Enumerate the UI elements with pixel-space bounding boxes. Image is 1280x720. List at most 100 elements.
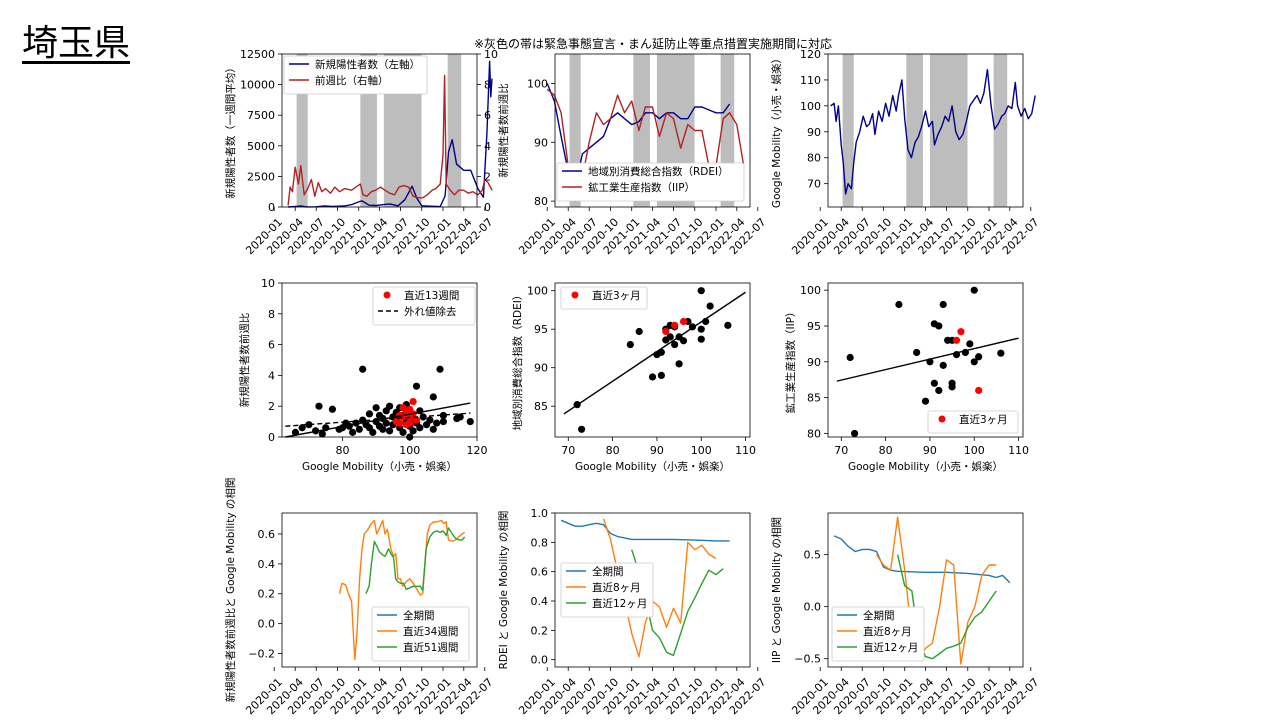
scatter-point <box>409 427 417 435</box>
legend-box <box>560 286 648 310</box>
series-line <box>287 74 493 206</box>
y-tick-label: 90 <box>807 356 821 369</box>
y-tick-label: 85 <box>807 392 821 405</box>
legend-marker <box>571 291 579 299</box>
legend-label: 地域別消費総合指数（RDEI） <box>588 165 729 178</box>
scatter-point-recent <box>406 419 414 427</box>
y-tick-label: 100 <box>800 100 821 113</box>
scatter-point <box>666 333 674 341</box>
x-tick-label: 70 <box>561 444 575 457</box>
y-tick-label: 70 <box>807 178 821 191</box>
series-line <box>560 519 730 542</box>
y-tick-label: 90 <box>807 126 821 139</box>
y-tick-label: 0 <box>484 201 491 214</box>
scatter-point <box>439 418 447 426</box>
y-axis-label: IIP と Google Mobility の相関 <box>770 517 783 663</box>
scatter-point <box>648 373 657 381</box>
y-tick-label: 0.0 <box>258 618 276 631</box>
scatter-point <box>948 383 956 391</box>
scatter-point <box>935 386 943 395</box>
scatter-point <box>439 411 447 420</box>
series-line <box>365 527 466 594</box>
y-axis-label: 鉱工業生産指数（IIP） <box>784 306 797 413</box>
scatter-point <box>657 371 665 379</box>
x-tick-label: 80 <box>606 444 620 457</box>
legend: 直近3ヶ月 <box>927 410 1019 434</box>
y-tick-label: 90 <box>534 136 548 149</box>
legend-label: 新規陽性者数（左軸） <box>315 58 420 71</box>
scatter-point <box>365 410 374 418</box>
y-tick-label: 95 <box>807 320 821 333</box>
scatter-point <box>385 402 394 410</box>
scatter-point <box>913 348 921 357</box>
scatter-point <box>679 337 688 345</box>
scatter-point <box>970 358 978 366</box>
scatter-point <box>697 325 705 333</box>
scatter-point-recent <box>671 321 679 329</box>
legend-label: 直近12ヶ月 <box>592 597 647 610</box>
legend-label: 直近8ヶ月 <box>592 581 641 594</box>
emergency-band <box>993 54 1008 207</box>
y-tick-label: 0.5 <box>804 549 822 562</box>
x-tick-label: 100 <box>399 444 420 457</box>
y-tick-label: 80 <box>807 427 821 440</box>
x-axis-label: Google Mobility（小売・娯楽） <box>302 460 457 473</box>
y-tick-label: 6 <box>484 109 491 122</box>
y-tick-label: 0.6 <box>531 566 549 579</box>
plot-area <box>554 282 751 438</box>
y-tick-label: 0.6 <box>258 528 276 541</box>
emergency-band <box>842 54 854 207</box>
scatter-point <box>298 424 306 432</box>
y-tick-label: 2500 <box>247 170 275 183</box>
scatter-point <box>305 421 313 429</box>
scatter-point <box>939 300 947 309</box>
scatter-point <box>382 419 390 427</box>
page-title: 埼玉県 <box>22 23 131 64</box>
series-line <box>830 68 1036 195</box>
scatter-point-recent <box>399 404 407 412</box>
scatter-point <box>379 425 387 433</box>
y-tick-label: 8 <box>484 79 491 92</box>
emergency-band <box>906 54 923 207</box>
scatter-point <box>706 302 714 310</box>
scatter-point-recent <box>975 386 983 395</box>
x-tick-label: 100 <box>964 444 985 457</box>
scatter-point <box>433 419 441 427</box>
emergency-band <box>929 54 968 207</box>
y-tick-label: 0.2 <box>531 624 549 637</box>
y-tick-label: 0.4 <box>258 558 276 571</box>
y-tick-label: 95 <box>534 323 548 336</box>
y-tick-label: 0.8 <box>531 536 549 549</box>
y-tick-label: 10000 <box>240 79 275 92</box>
scatter-point-recent <box>662 327 670 336</box>
scatter-point-recent <box>409 397 417 406</box>
scatter-point <box>970 286 978 294</box>
legend-label: 外れ値除去 <box>404 305 457 318</box>
y-tick-label: 0 <box>268 431 275 444</box>
scatter-point <box>895 300 903 309</box>
scatter-point <box>359 365 367 373</box>
scatter-point <box>426 416 434 424</box>
y-tick-label: 6 <box>268 339 275 352</box>
scatter-point <box>372 404 380 412</box>
legend: 新規陽性者数（左軸） 前週比（右軸） <box>283 55 428 95</box>
x-tick-label: 100 <box>691 444 712 457</box>
x-tick-label: 90 <box>923 444 937 457</box>
emergency-band <box>296 54 308 207</box>
y-tick-label: 80 <box>807 152 821 165</box>
scatter-point <box>412 382 421 390</box>
y-tick-label: 80 <box>534 195 548 208</box>
y-tick-label: 12500 <box>240 48 275 61</box>
scatter-point <box>429 393 437 401</box>
legend-box <box>556 162 745 202</box>
scatter-point <box>466 418 474 426</box>
y-tick-label: 0.0 <box>804 601 822 614</box>
legend-label: 直近51週間 <box>403 641 458 654</box>
legend-box <box>283 55 428 95</box>
y-tick-label: −0.2 <box>248 648 275 661</box>
scatter-point <box>385 427 394 435</box>
